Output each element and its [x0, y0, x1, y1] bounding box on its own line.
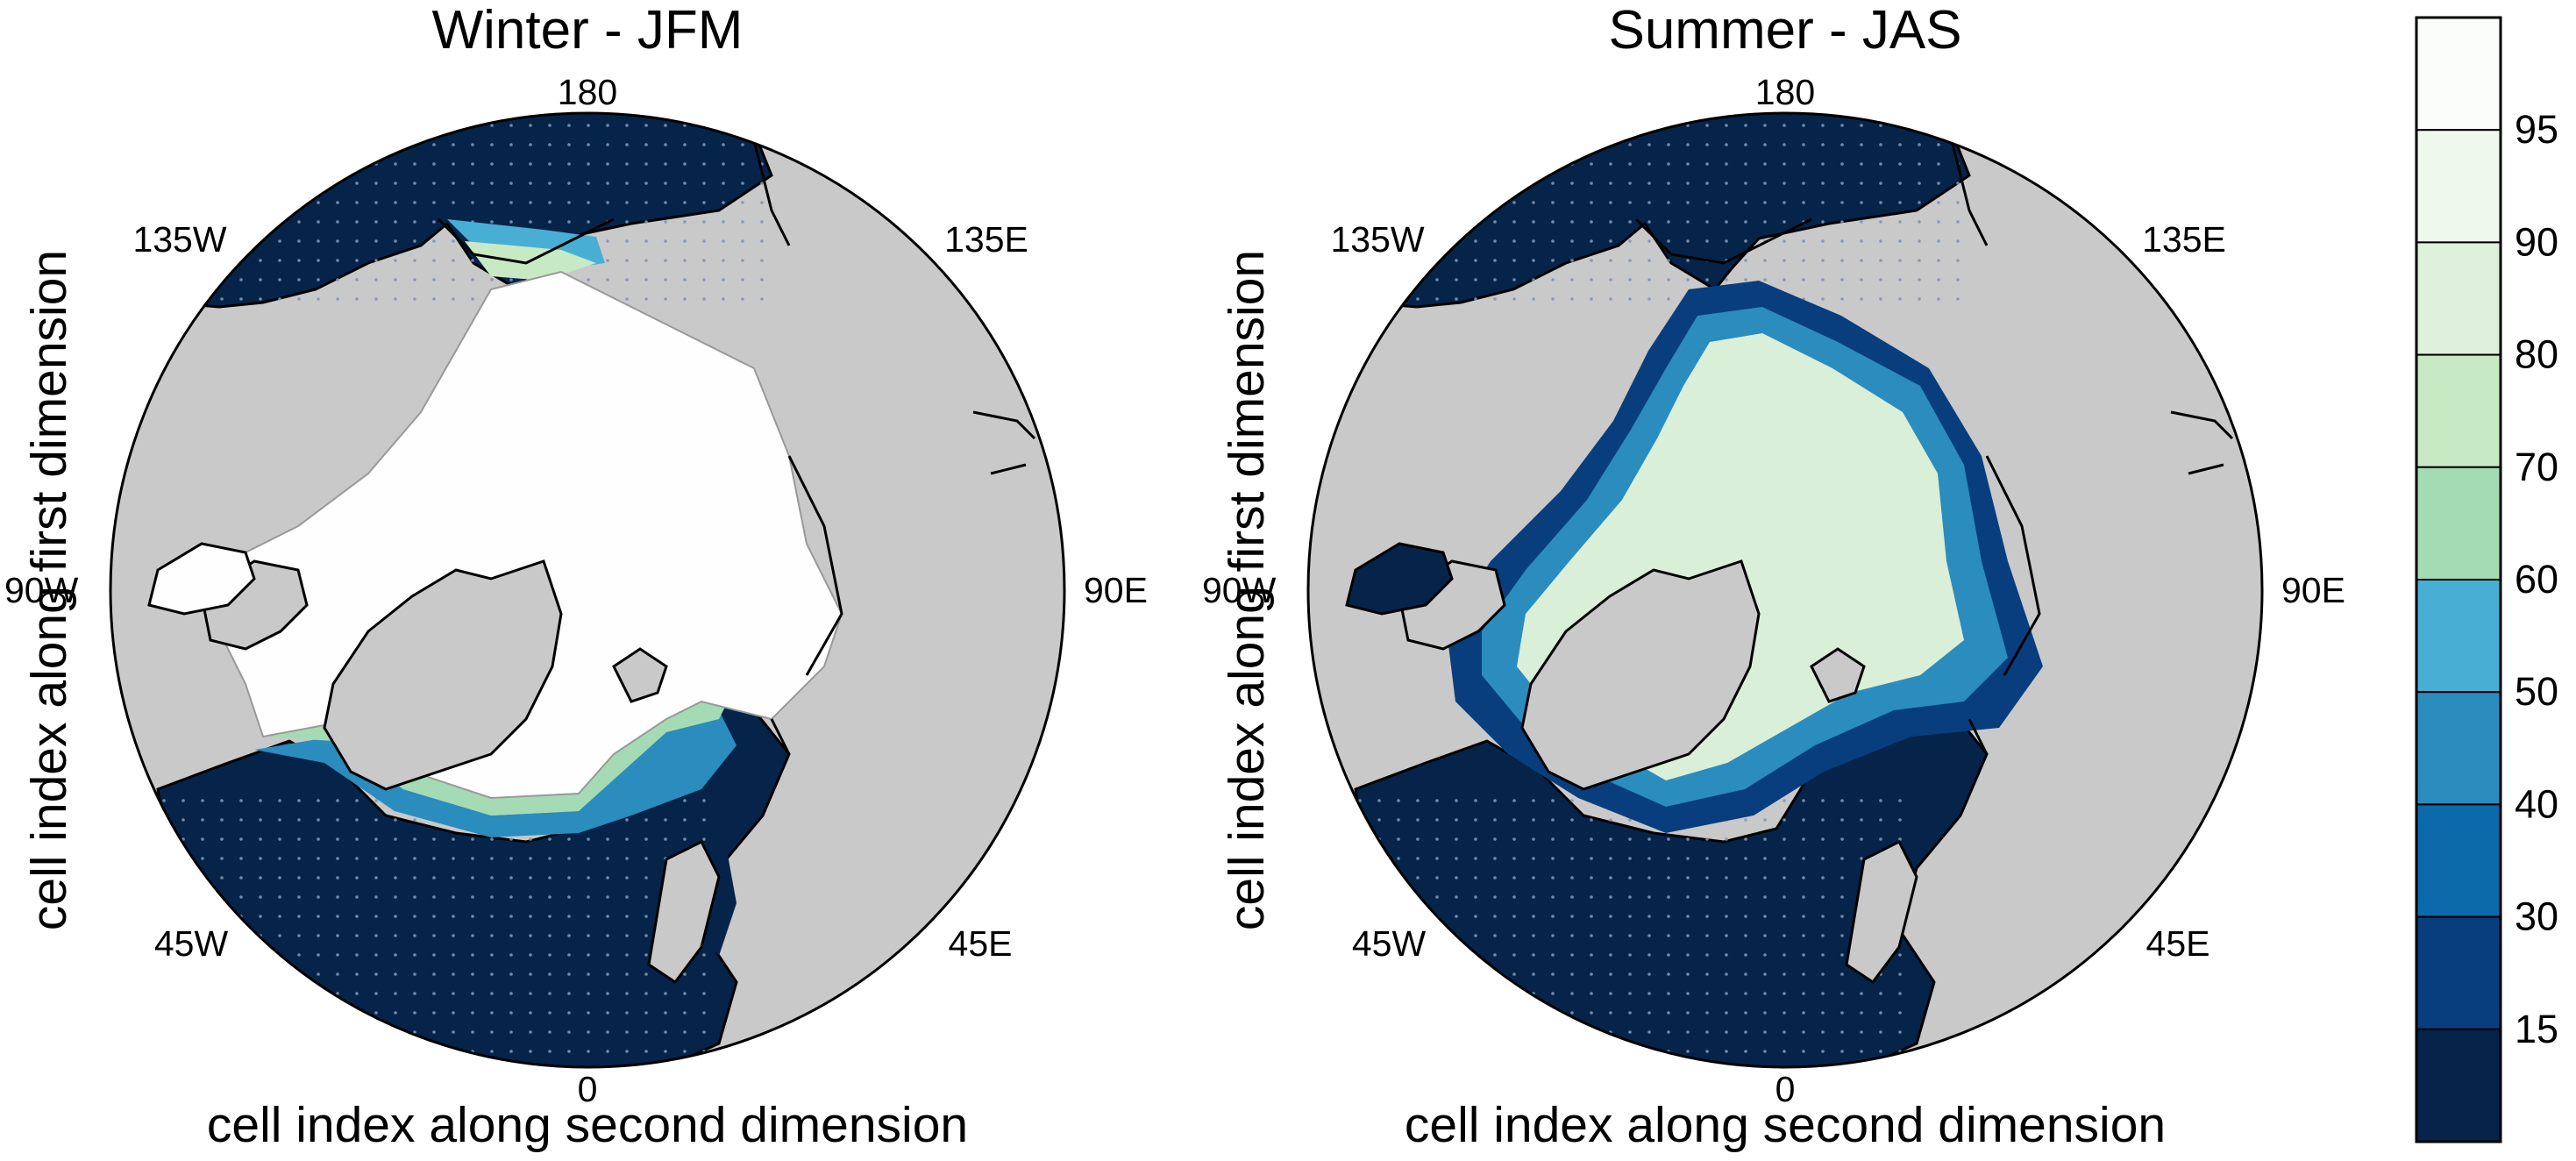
colorbar-label: 30 — [2515, 894, 2558, 939]
pacific-islands-outline — [972, 410, 1036, 475]
colorbar-boxes — [2416, 17, 2501, 1143]
x-axis-label: cell index along second dimension — [1405, 1097, 2166, 1153]
lon-label-left: 90W — [4, 570, 79, 610]
colorbar-label: 95 — [2515, 107, 2558, 152]
colorbar-box — [2416, 915, 2501, 1030]
panel-title: Summer - JAS — [1608, 0, 1961, 61]
colorbar-label: 50 — [2515, 669, 2558, 714]
lon-label-top: 180 — [558, 72, 617, 112]
stipple-atlantic — [1356, 789, 1917, 1067]
colorbar-box — [2416, 803, 2501, 918]
lon-label-lower-left: 45W — [1352, 923, 1427, 964]
lon-label-left: 90W — [1202, 570, 1277, 610]
colorbar-box — [2416, 17, 2501, 132]
siberia-outline — [770, 455, 843, 755]
y-axis-label: cell index along first dimension — [1219, 250, 1275, 930]
lon-label-right: 90E — [1084, 570, 1148, 610]
y-axis-label: cell index along first dimension — [21, 250, 77, 930]
pacific-islands-outline — [2170, 410, 2234, 475]
lon-label-bottom: 0 — [578, 1069, 598, 1109]
colorbar-label: 80 — [2515, 332, 2558, 377]
colorbar-label: 90 — [2515, 219, 2558, 264]
lon-label-lower-right: 45E — [949, 923, 1013, 964]
colorbar-box — [2416, 353, 2501, 468]
colorbar-box — [2416, 129, 2501, 244]
lon-label-right: 90E — [2281, 570, 2345, 610]
ice-edge-atlantic — [254, 710, 737, 837]
colorbar-box — [2416, 1028, 2501, 1143]
stipple-pacific — [1356, 113, 1969, 307]
bering-outline — [437, 139, 791, 265]
colorbar: 95 90 80 70 60 50 40 30 15 — [2415, 16, 2558, 1143]
lon-label-upper-left: 135W — [1330, 219, 1424, 260]
bering-outline — [1634, 139, 1989, 265]
lon-label-lower-left: 45W — [154, 923, 229, 964]
lon-label-upper-right: 135E — [2142, 219, 2226, 260]
panel-winter: Winter - JFM — [4, 0, 1148, 1153]
lon-label-bottom: 0 — [1775, 1069, 1796, 1109]
colorbar-labels: 95 90 80 70 60 50 40 30 15 — [2515, 107, 2558, 1051]
scandinavia — [1845, 839, 1918, 985]
svalbard — [612, 647, 668, 703]
map-border — [109, 111, 1066, 1069]
panel-title: Winter - JFM — [432, 0, 744, 61]
stipple-pacific — [158, 113, 772, 307]
polar-map — [1308, 113, 2262, 1067]
colorbar-label: 70 — [2515, 445, 2558, 489]
hudson-bay — [1345, 542, 1454, 616]
map-border — [1306, 111, 2264, 1069]
siberia-outline — [1968, 455, 2041, 755]
panel-summer: Summer - JAS 180 135W 135E 90W 90E — [1202, 0, 2345, 1153]
colorbar-label: 60 — [2515, 557, 2558, 602]
stipple-atlantic — [158, 789, 719, 1067]
colorbar-box — [2416, 466, 2501, 580]
lon-label-upper-left: 135W — [132, 219, 226, 260]
colorbar-box — [2416, 241, 2501, 356]
colorbar-label: 40 — [2515, 781, 2558, 826]
greenland — [1520, 559, 1761, 791]
greenland — [323, 559, 563, 791]
colorbar-box — [2416, 691, 2501, 806]
colorbar-label: 15 — [2515, 1007, 2558, 1051]
svalbard — [1810, 647, 1866, 703]
lon-label-lower-right: 45E — [2146, 923, 2210, 964]
x-axis-label: cell index along second dimension — [207, 1097, 968, 1153]
ice-edge-atlantic2 — [263, 702, 728, 816]
colorbar-box — [2416, 579, 2501, 694]
lon-label-upper-right: 135E — [944, 219, 1028, 260]
hudson-bay — [147, 542, 256, 616]
colorbar-frame — [2415, 16, 2502, 1143]
scandinavia — [647, 839, 721, 985]
lon-label-top: 180 — [1755, 72, 1815, 112]
